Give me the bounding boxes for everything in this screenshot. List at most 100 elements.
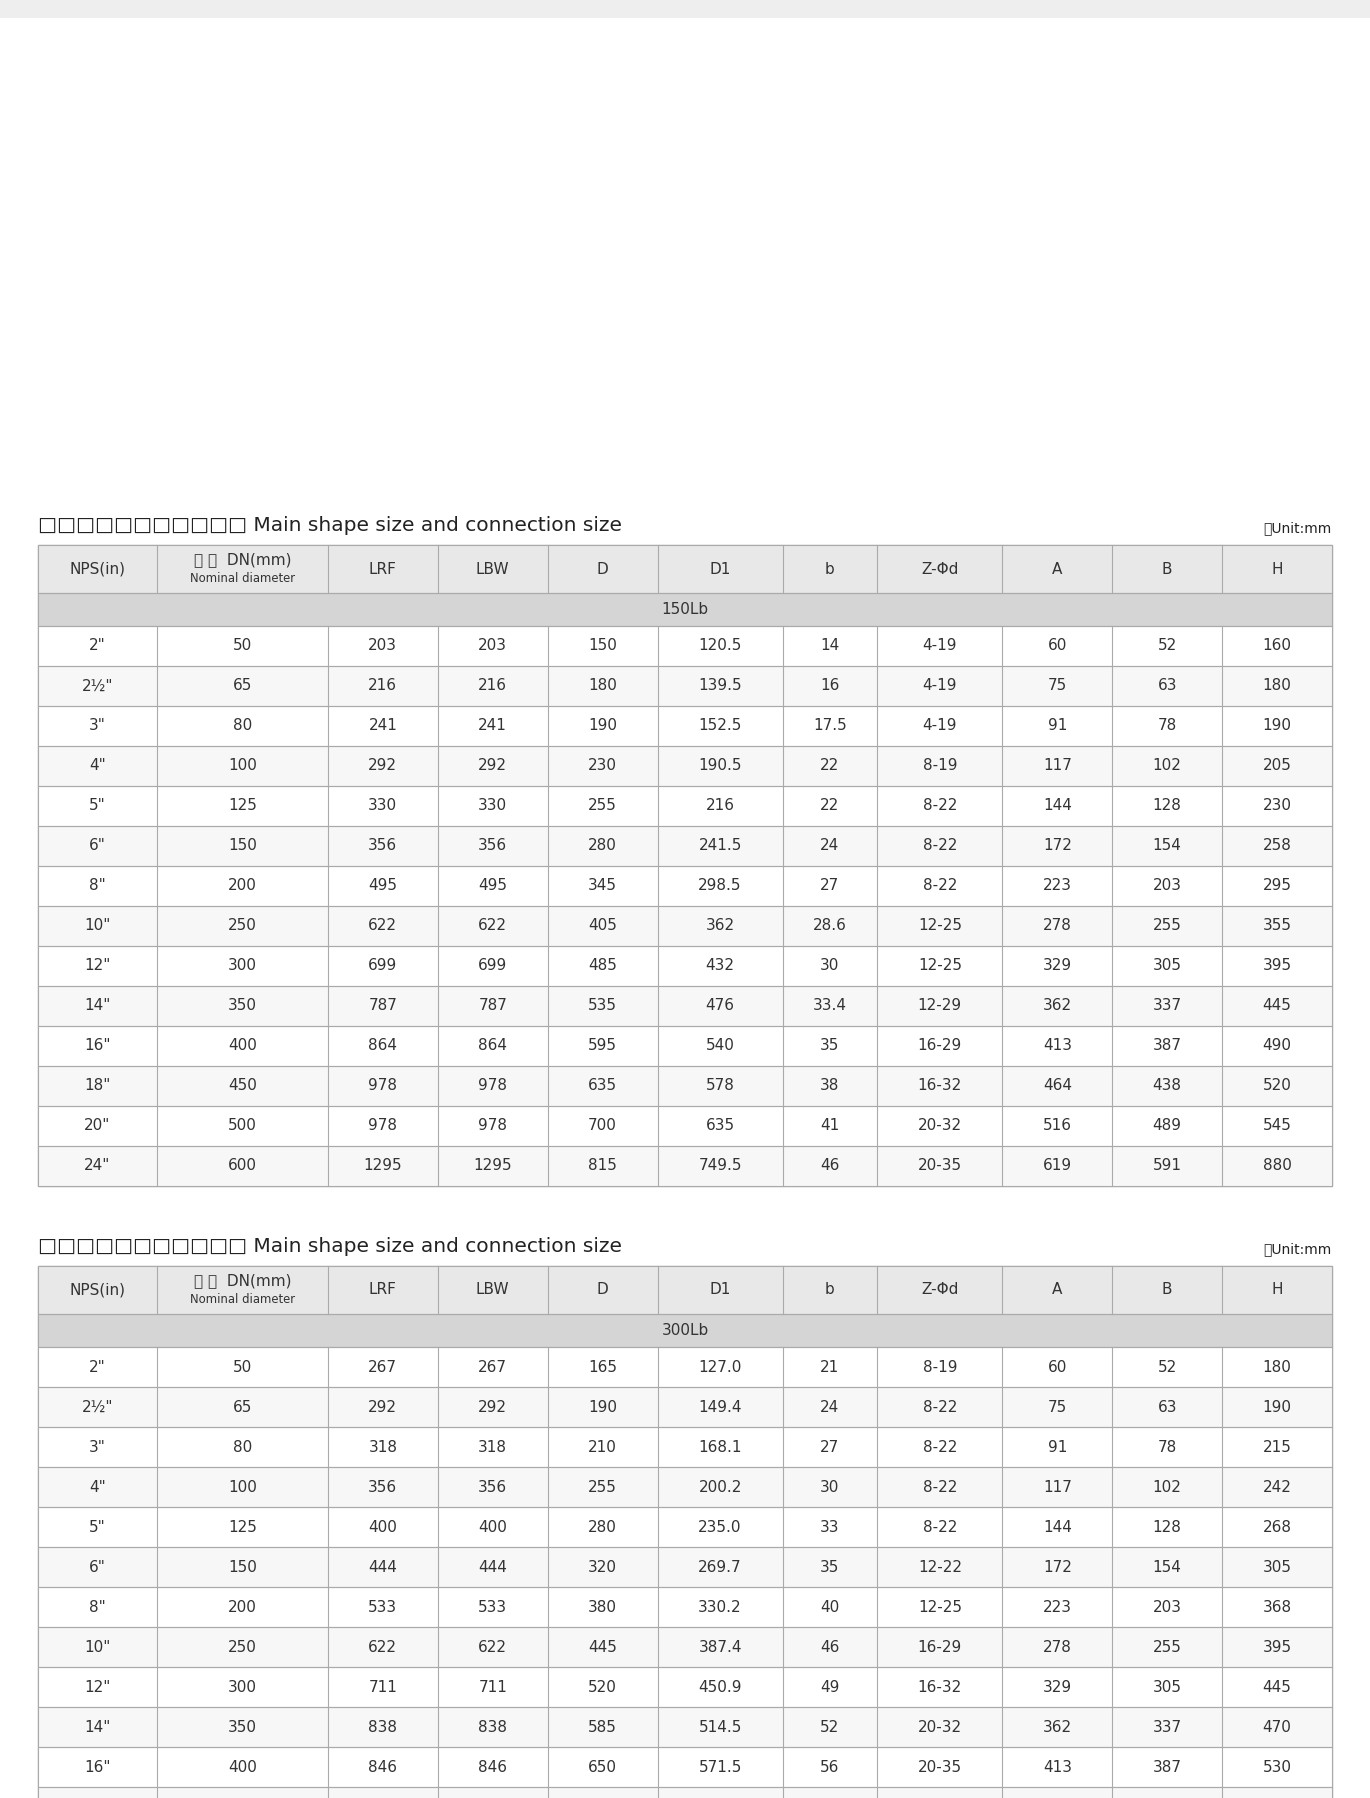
Text: 395: 395 [1263, 958, 1292, 973]
Text: 978: 978 [478, 1118, 507, 1133]
Text: 622: 622 [478, 919, 507, 933]
Text: 41: 41 [821, 1118, 840, 1133]
Text: 2": 2" [89, 638, 105, 653]
Text: 3": 3" [89, 719, 105, 734]
Text: 571.5: 571.5 [699, 1760, 741, 1775]
Text: 80: 80 [233, 1440, 252, 1455]
Text: 20-35: 20-35 [918, 1158, 962, 1174]
Text: Nominal diameter: Nominal diameter [190, 1293, 295, 1305]
Text: 255: 255 [588, 798, 616, 813]
Text: 699: 699 [478, 958, 507, 973]
Bar [38, 1386, 1332, 1428]
Text: 329: 329 [1043, 958, 1071, 973]
Text: 203: 203 [1152, 1600, 1182, 1615]
Text: 52: 52 [821, 1719, 840, 1735]
Text: 12": 12" [85, 1679, 111, 1694]
Text: 203: 203 [1152, 879, 1182, 894]
Text: 63: 63 [1158, 678, 1177, 694]
Bar [38, 1706, 1332, 1748]
Text: 387.4: 387.4 [699, 1640, 741, 1654]
Bar [38, 593, 1332, 626]
Text: 216: 216 [706, 798, 734, 813]
Bar [38, 825, 1332, 867]
Text: 154: 154 [1152, 1559, 1182, 1575]
Text: 400: 400 [478, 1519, 507, 1534]
Text: 464: 464 [1043, 1079, 1071, 1093]
Text: 50: 50 [233, 1359, 252, 1374]
Text: 16: 16 [821, 678, 840, 694]
Text: 485: 485 [588, 958, 616, 973]
Text: 3": 3" [89, 1440, 105, 1455]
Bar [38, 545, 1332, 1187]
Text: 1295: 1295 [474, 1158, 512, 1174]
Text: 8-22: 8-22 [922, 1480, 958, 1494]
Text: 356: 356 [478, 1480, 507, 1494]
Text: 400: 400 [227, 1760, 258, 1775]
Bar [38, 1106, 1332, 1145]
Text: 8-19: 8-19 [922, 759, 958, 773]
Text: 978: 978 [478, 1079, 507, 1093]
Bar [38, 1428, 1332, 1467]
Text: 35: 35 [821, 1559, 840, 1575]
Bar [38, 946, 1332, 985]
Text: 52: 52 [1158, 1359, 1177, 1374]
Text: 595: 595 [588, 1039, 616, 1054]
Text: 8-22: 8-22 [922, 798, 958, 813]
Text: 622: 622 [369, 919, 397, 933]
Text: 533: 533 [369, 1600, 397, 1615]
Text: 380: 380 [588, 1600, 616, 1615]
Bar [38, 985, 1332, 1027]
Text: 27: 27 [821, 879, 840, 894]
Text: 2": 2" [89, 1359, 105, 1374]
Text: 190: 190 [588, 719, 616, 734]
Text: 150: 150 [588, 638, 616, 653]
Text: 250: 250 [227, 919, 258, 933]
Text: 230: 230 [588, 759, 616, 773]
Text: 75: 75 [1048, 678, 1067, 694]
Text: 445: 445 [1263, 1679, 1292, 1694]
Text: Z-Φd: Z-Φd [921, 1282, 959, 1298]
Text: 46: 46 [821, 1640, 840, 1654]
Text: 444: 444 [369, 1559, 397, 1575]
Text: 535: 535 [588, 998, 616, 1014]
Text: 4-19: 4-19 [922, 678, 958, 694]
Text: 362: 362 [1043, 998, 1071, 1014]
Text: 330: 330 [369, 798, 397, 813]
Text: 60: 60 [1048, 638, 1067, 653]
Text: 40: 40 [821, 1600, 840, 1615]
Text: 5": 5" [89, 1519, 105, 1534]
Text: 578: 578 [706, 1079, 734, 1093]
Bar [38, 1027, 1332, 1066]
Text: 190: 190 [1263, 1399, 1292, 1415]
Text: 413: 413 [1043, 1760, 1071, 1775]
Text: 8-22: 8-22 [922, 1399, 958, 1415]
Text: 18": 18" [85, 1079, 111, 1093]
Text: 24: 24 [821, 1399, 840, 1415]
Bar [38, 545, 1332, 593]
Text: 235.0: 235.0 [699, 1519, 741, 1534]
Text: 200: 200 [227, 1600, 258, 1615]
Text: 8": 8" [89, 879, 105, 894]
Bar [0, 0, 1370, 494]
Text: 650: 650 [588, 1760, 616, 1775]
Text: 12": 12" [85, 958, 111, 973]
Text: 位Unit:mm: 位Unit:mm [1263, 1242, 1332, 1257]
Text: 8-22: 8-22 [922, 879, 958, 894]
Bar [38, 1347, 1332, 1386]
Text: 33: 33 [821, 1519, 840, 1534]
Bar [38, 626, 1332, 665]
Text: 300: 300 [227, 958, 258, 973]
Text: 200: 200 [227, 879, 258, 894]
Text: 125: 125 [227, 798, 258, 813]
Text: 20": 20" [85, 1118, 111, 1133]
Bar [38, 867, 1332, 906]
Bar [38, 1546, 1332, 1588]
Text: 117: 117 [1043, 759, 1071, 773]
Text: 400: 400 [369, 1519, 397, 1534]
Bar [38, 786, 1332, 825]
Text: 356: 356 [369, 838, 397, 854]
Text: 4": 4" [89, 1480, 105, 1494]
Text: 413: 413 [1043, 1039, 1071, 1054]
Text: 362: 362 [1043, 1719, 1071, 1735]
Text: 203: 203 [478, 638, 507, 653]
